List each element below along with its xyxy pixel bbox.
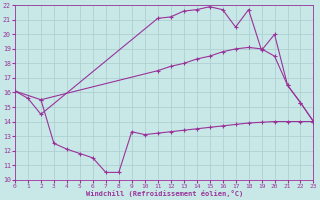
X-axis label: Windchill (Refroidissement éolien,°C): Windchill (Refroidissement éolien,°C) — [85, 190, 243, 197]
